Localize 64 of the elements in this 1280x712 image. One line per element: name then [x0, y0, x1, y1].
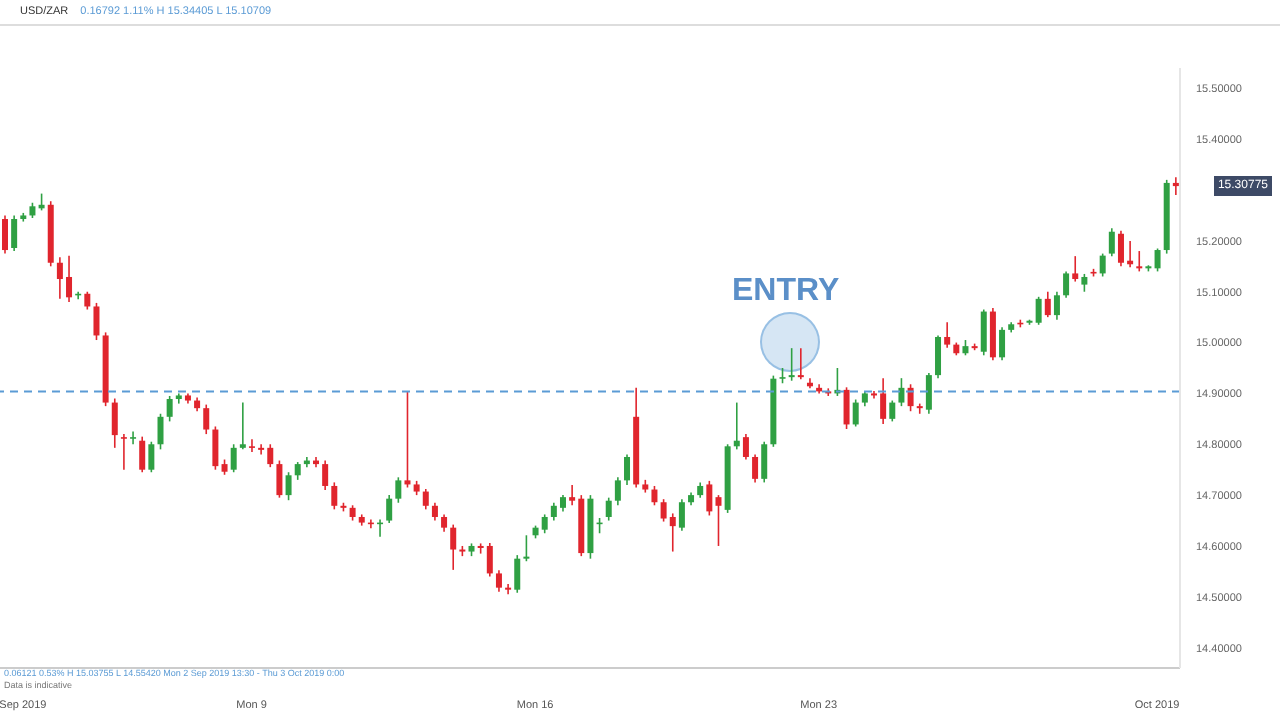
- annotation: ENTRY: [732, 274, 840, 310]
- candlestick: [925, 372, 932, 415]
- candlestick: [761, 440, 768, 484]
- candlestick: [614, 476, 621, 507]
- candlestick: [989, 307, 996, 362]
- candlestick: [1053, 290, 1060, 321]
- candlestick: [450, 523, 457, 571]
- candlestick: [2, 214, 8, 255]
- candlestick: [1063, 270, 1070, 299]
- candlestick: [258, 443, 265, 456]
- candlestick: [1136, 250, 1143, 273]
- candlestick: [843, 386, 850, 430]
- candlestick: [1172, 176, 1179, 196]
- candlestick: [1035, 296, 1042, 326]
- candlestick: [852, 398, 859, 428]
- candlestick: [752, 453, 759, 484]
- candlestick: [624, 453, 631, 486]
- candlestick: [916, 402, 923, 415]
- candlestick: [248, 438, 255, 453]
- candlestick: [1154, 247, 1161, 273]
- candlestick: [276, 459, 283, 499]
- candlestick: [230, 443, 237, 474]
- candlestick: [11, 214, 18, 252]
- candlestick: [93, 302, 100, 341]
- candlestick: [386, 494, 393, 524]
- candlestick: [120, 433, 127, 471]
- candlestick: [212, 425, 219, 471]
- candlestick: [139, 435, 146, 474]
- candlestick: [706, 480, 713, 517]
- candlestick: [541, 513, 548, 535]
- candlestick: [166, 395, 173, 423]
- candlestick: [742, 433, 749, 461]
- candlestick: [395, 476, 402, 504]
- candlestick: [1044, 290, 1051, 318]
- candlestick: [157, 412, 164, 451]
- candlestick: [651, 485, 658, 507]
- candlestick: [148, 440, 155, 474]
- candlestick: [486, 542, 493, 578]
- candlestick: [495, 569, 502, 593]
- candlestick: [331, 481, 338, 511]
- candlestick: [505, 583, 512, 596]
- candlestick: [239, 401, 246, 451]
- candlestick: [111, 397, 118, 449]
- candlestick: [889, 399, 896, 423]
- candlestick: [514, 554, 521, 594]
- candlestick: [322, 459, 329, 491]
- candlestick: [523, 534, 530, 563]
- candlestick: [944, 321, 951, 349]
- candlestick: [1099, 252, 1106, 278]
- candlestick: [935, 334, 942, 379]
- candlestick: [678, 498, 685, 532]
- candlestick: [404, 390, 411, 489]
- candlestick: [788, 347, 795, 382]
- candlestick: [130, 430, 137, 446]
- candlestick: [1108, 227, 1115, 257]
- candlestick: [605, 496, 612, 522]
- candlestick: [999, 326, 1006, 362]
- candlestick: [422, 488, 429, 511]
- candlestick: [980, 308, 987, 357]
- candlestick: [203, 403, 210, 435]
- candlestick: [797, 347, 804, 380]
- candlestick: [285, 471, 292, 501]
- candlestick: [898, 377, 905, 407]
- candlestick: [1072, 255, 1079, 283]
